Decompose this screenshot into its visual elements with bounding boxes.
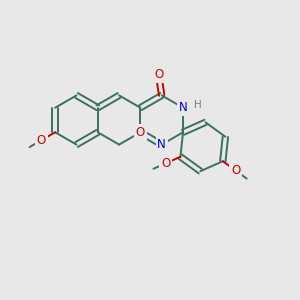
Text: O: O (136, 126, 145, 139)
Text: N: N (157, 138, 166, 151)
Text: O: O (37, 134, 46, 147)
Text: O: O (161, 157, 170, 170)
Text: H: H (194, 100, 201, 110)
Text: O: O (231, 164, 240, 177)
Text: O: O (154, 68, 163, 81)
Text: N: N (178, 101, 188, 114)
